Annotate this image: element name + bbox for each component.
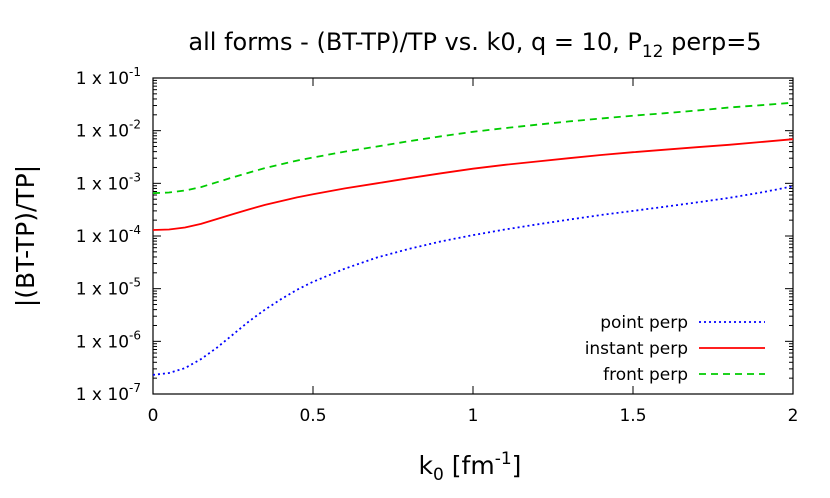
y-tick-label: 1 x 10-4 (76, 223, 141, 247)
legend-label: point perp (600, 313, 688, 333)
chart-title-main: all forms - (BT-TP)/TP vs. k0, q = 10, P (188, 28, 641, 56)
y-tick-label: 1 x 10-1 (76, 65, 141, 89)
plot-frame (152, 77, 794, 395)
y-tick-label: 1 x 10-3 (76, 170, 141, 194)
chart-title: all forms - (BT-TP)/TP vs. k0, q = 10, P… (188, 28, 761, 62)
y-tick-label: 1 x 10-2 (76, 118, 141, 142)
y-tick-label: 1 x 10-6 (76, 328, 141, 352)
x-tick-label: 2 (788, 406, 799, 426)
series-line-point-perp (152, 185, 794, 376)
y-tick-label: 1 x 10-5 (76, 276, 141, 300)
y-tick-label: 1 x 10-7 (76, 381, 141, 405)
chart-title-subscript: 12 (642, 42, 664, 62)
x-tick-label: 1 (468, 406, 479, 426)
legend-label: instant perp (585, 339, 688, 359)
legend-label: front perp (603, 365, 688, 385)
x-tick-label: 0.5 (299, 406, 326, 426)
x-axis-title: k0 [fm-1] (419, 449, 522, 485)
x-tick-label: 1.5 (619, 406, 646, 426)
series-lines (152, 101, 794, 376)
legend: point perp instant perp front perp (585, 313, 765, 385)
x-axis-ticks: 0 0.5 1 1.5 2 (148, 78, 799, 426)
x-axis-title-tail: ] (512, 451, 522, 480)
x-axis-title-main: k (419, 451, 434, 480)
x-axis-title-subscript: 0 (433, 465, 444, 485)
series-line-front-perp (152, 101, 794, 195)
series-line-instant-perp (152, 138, 794, 231)
x-axis-title-superscript: -1 (495, 449, 512, 469)
x-axis-title-mid: [fm (444, 451, 495, 480)
chart-title-tail: perp=5 (663, 28, 761, 56)
y-axis-ticks: 1 x 10-1 1 x 10-2 1 x 10-3 1 x 10-4 1 x 10-5… (76, 65, 793, 405)
y-axis-title: |(BT-TP)/TP| (11, 165, 40, 307)
x-tick-label: 0 (148, 406, 159, 426)
